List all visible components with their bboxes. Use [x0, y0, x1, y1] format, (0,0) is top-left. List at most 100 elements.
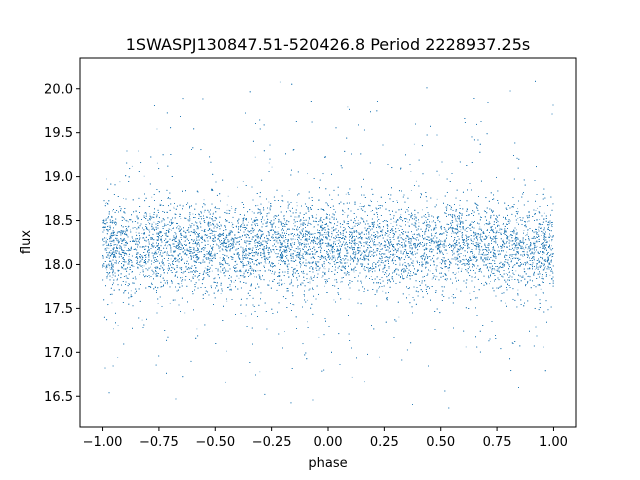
data-point — [184, 312, 186, 314]
data-point — [226, 350, 227, 352]
data-point — [379, 356, 380, 358]
data-point — [515, 235, 516, 237]
data-point — [318, 336, 320, 338]
data-point — [303, 273, 305, 274]
data-point — [435, 223, 437, 225]
data-point — [214, 252, 216, 254]
data-point — [344, 212, 346, 214]
data-point — [499, 225, 500, 227]
data-point — [126, 268, 127, 270]
data-point — [423, 249, 425, 250]
data-point — [110, 220, 112, 222]
data-point — [225, 249, 227, 251]
data-point — [296, 264, 298, 266]
data-point — [219, 270, 221, 272]
data-point — [415, 257, 416, 258]
data-point — [262, 250, 264, 251]
data-point — [346, 262, 348, 264]
data-point — [343, 272, 345, 274]
data-point — [142, 266, 143, 268]
data-point — [109, 267, 111, 269]
data-point — [523, 230, 525, 231]
data-point — [253, 273, 254, 274]
data-point — [515, 229, 517, 231]
data-point — [264, 253, 266, 255]
data-point — [192, 247, 194, 248]
data-point — [271, 237, 273, 239]
data-point — [418, 222, 420, 224]
data-point — [413, 143, 415, 145]
data-point — [390, 229, 392, 231]
data-point — [111, 264, 112, 265]
data-point — [257, 204, 259, 206]
data-point — [433, 260, 434, 262]
data-point — [352, 226, 354, 228]
data-point — [357, 219, 359, 221]
data-point — [188, 248, 190, 250]
data-point — [457, 221, 458, 223]
data-point — [490, 267, 492, 269]
data-point — [354, 256, 355, 257]
data-point — [105, 202, 106, 204]
data-point — [423, 215, 425, 217]
data-point — [304, 250, 305, 252]
data-point — [220, 224, 222, 225]
data-point — [231, 207, 233, 209]
data-point — [353, 241, 355, 243]
data-point — [259, 371, 261, 373]
data-point — [297, 233, 299, 235]
data-point — [313, 257, 315, 259]
data-point — [280, 244, 281, 245]
data-point — [303, 242, 305, 244]
data-point — [106, 269, 108, 271]
data-point — [143, 265, 145, 267]
data-point — [115, 259, 117, 261]
data-point — [390, 223, 392, 224]
data-point — [256, 235, 257, 237]
data-point — [192, 213, 194, 215]
data-point — [541, 234, 542, 236]
data-point — [246, 249, 247, 251]
data-point — [399, 262, 401, 264]
data-point — [435, 275, 437, 277]
data-point — [504, 262, 506, 263]
data-point — [307, 173, 308, 175]
data-point — [222, 258, 224, 260]
data-point — [402, 263, 404, 265]
data-point — [384, 264, 385, 266]
data-point — [323, 267, 325, 269]
data-point — [248, 221, 249, 223]
data-point — [505, 273, 507, 274]
data-point — [490, 216, 492, 218]
data-point — [396, 200, 398, 202]
data-point — [527, 232, 528, 234]
data-point — [135, 231, 137, 233]
data-point — [368, 260, 370, 262]
data-point — [118, 239, 120, 241]
data-point — [446, 230, 448, 232]
data-point — [247, 254, 249, 256]
data-point — [393, 221, 395, 223]
data-point — [545, 266, 546, 268]
data-point — [249, 274, 251, 276]
data-point — [451, 295, 453, 297]
data-point — [500, 248, 502, 249]
data-point — [424, 257, 426, 259]
data-point — [397, 227, 399, 229]
data-point — [144, 238, 146, 240]
data-point — [242, 181, 244, 182]
data-point — [307, 262, 309, 264]
data-point — [313, 247, 315, 249]
data-point — [488, 270, 490, 272]
data-point — [413, 216, 415, 218]
data-point — [359, 247, 361, 249]
data-point — [490, 281, 491, 282]
data-point — [238, 277, 240, 279]
data-point — [406, 235, 408, 237]
data-point — [493, 247, 495, 249]
data-point — [436, 198, 438, 200]
data-point — [111, 276, 113, 278]
data-point — [296, 216, 298, 218]
data-point — [119, 181, 121, 183]
data-point — [474, 254, 475, 256]
